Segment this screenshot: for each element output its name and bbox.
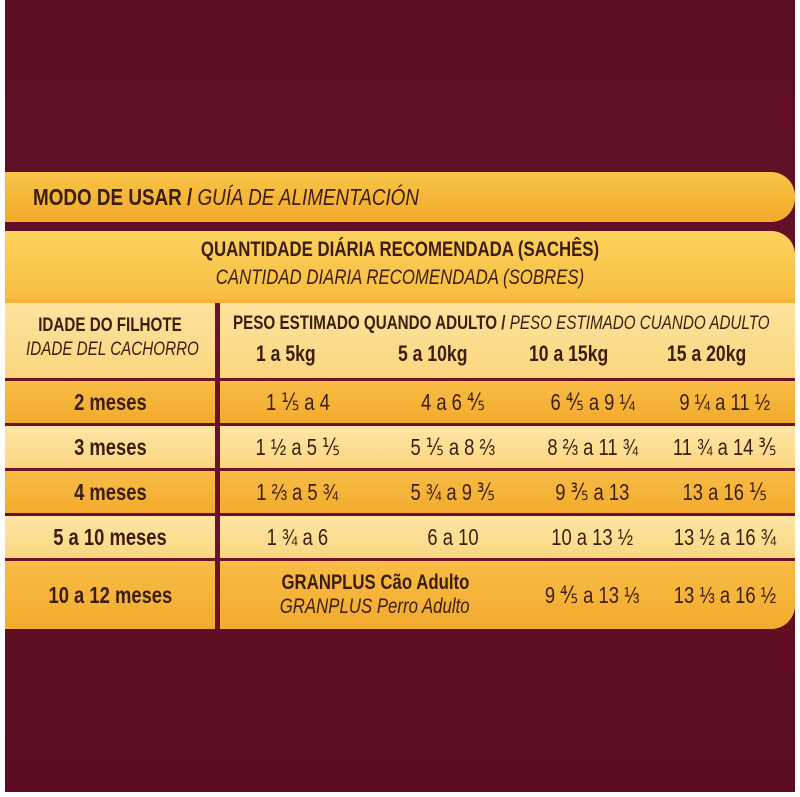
age-cell: 2 meses	[73, 388, 147, 415]
column-divider	[215, 303, 220, 629]
value-cell: 1 ¾ a 6	[266, 523, 329, 550]
row-divider	[5, 513, 795, 516]
feeding-table: QUANTIDADE DIÁRIA RECOMENDADA (SACHÊS) C…	[5, 231, 795, 629]
value-cell: 13 ⅓ a 16 ½	[673, 581, 777, 608]
value-cell: 1 ⅔ a 5 ¾	[256, 478, 339, 505]
value-cell: 9 ¼ a 11 ½	[679, 388, 771, 415]
age-cell: 3 meses	[73, 433, 147, 460]
value-cell: 5 ⅕ a 8 ⅔	[410, 433, 495, 460]
value-cell: 11 ¾ a 14 ⅗	[673, 433, 777, 460]
table-row: 5 a 10 meses 1 ¾ a 6 6 a 10 10 a 13 ½ 13…	[5, 516, 795, 558]
value-cell: 9 ⅘ a 13 ⅓	[545, 581, 640, 608]
row-divider	[5, 558, 795, 561]
weight-label-es: PESO ESTIMADO CUANDO ADULTO	[509, 313, 770, 334]
quantity-title-es: CANTIDAD DIARIA RECOMENDADA (SOBRES)	[215, 266, 585, 289]
row-divider	[5, 423, 795, 426]
usage-title-es: GUÍA DE ALIMENTACIÓN	[197, 183, 419, 210]
value-cell: 10 a 13 ½	[551, 523, 634, 550]
weight-range: 15 a 20kg	[667, 341, 747, 366]
weight-range: 1 a 5kg	[256, 341, 316, 366]
adult-food-pt: GRANPLUS Cão Adulto	[281, 571, 469, 594]
background-panel: MODO DE USAR / GUÍA DE ALIMENTACIÓN QUAN…	[5, 0, 795, 792]
age-cell: 10 a 12 meses	[48, 581, 172, 608]
value-cell: 13 ½ a 16 ¾	[673, 523, 777, 550]
age-label-pt: IDADE DO FILHOTE	[38, 315, 182, 336]
value-cell: 5 ¾ a 9 ⅗	[410, 478, 495, 505]
value-cell: 6 ⅘ a 9 ¼	[550, 388, 635, 415]
table-row: 10 a 12 meses GRANPLUS Cão Adulto GRANPL…	[5, 561, 795, 629]
quantity-header: QUANTIDADE DIÁRIA RECOMENDADA (SACHÊS) C…	[5, 231, 795, 299]
adult-food-es: GRANPLUS Perro Adulto	[280, 595, 470, 618]
weight-range: 10 a 15kg	[529, 341, 609, 366]
weight-label-pt: PESO ESTIMADO QUANDO ADULTO	[233, 313, 498, 334]
table-row: 2 meses 1 ⅕ a 4 4 a 6 ⅘ 6 ⅘ a 9 ¼ 9 ¼ a …	[5, 381, 795, 423]
table-row: 4 meses 1 ⅔ a 5 ¾ 5 ¾ a 9 ⅗ 9 ⅗ a 13 13 …	[5, 471, 795, 513]
age-cell: 4 meses	[73, 478, 147, 505]
usage-title-pt: MODO DE USAR	[33, 183, 182, 210]
value-cell: 1 ½ a 5 ⅕	[255, 433, 340, 460]
usage-title: MODO DE USAR / GUÍA DE ALIMENTACIÓN	[33, 184, 419, 211]
value-cell: 4 a 6 ⅘	[420, 388, 485, 415]
value-cell: 9 ⅗ a 13	[555, 478, 630, 505]
weight-label-separator: /	[497, 313, 510, 334]
value-cell: 1 ⅕ a 4	[265, 388, 330, 415]
weight-range: 5 a 10kg	[398, 341, 468, 366]
value-cell: 8 ⅔ a 11 ¾	[547, 433, 638, 460]
adult-food-cell: GRANPLUS Cão Adulto GRANPLUS Perro Adult…	[220, 561, 530, 629]
title-separator: /	[181, 183, 198, 210]
value-cell: 13 a 16 ⅕	[682, 478, 768, 505]
column-header: IDADE DO FILHOTE IDADE DEL CACHORRO PESO…	[5, 303, 795, 378]
age-column-label: IDADE DO FILHOTE IDADE DEL CACHORRO	[5, 315, 215, 361]
age-cell: 5 a 10 meses	[53, 523, 167, 550]
weight-ranges: 1 a 5kg 5 a 10kg 10 a 15kg 15 a 20kg	[233, 341, 795, 371]
age-label-es: IDADE DEL CACHORRO	[26, 339, 199, 360]
usage-header: MODO DE USAR / GUÍA DE ALIMENTACIÓN	[5, 172, 795, 222]
table-row: 3 meses 1 ½ a 5 ⅕ 5 ⅕ a 8 ⅔ 8 ⅔ a 11 ¾ 1…	[5, 426, 795, 468]
weight-column-label: PESO ESTIMADO QUANDO ADULTO / PESO ESTIM…	[233, 313, 770, 335]
row-divider	[5, 378, 795, 381]
row-divider	[5, 468, 795, 471]
value-cell: 6 a 10	[426, 523, 479, 550]
quantity-title-pt: QUANTIDADE DIÁRIA RECOMENDADA (SACHÊS)	[200, 238, 600, 261]
